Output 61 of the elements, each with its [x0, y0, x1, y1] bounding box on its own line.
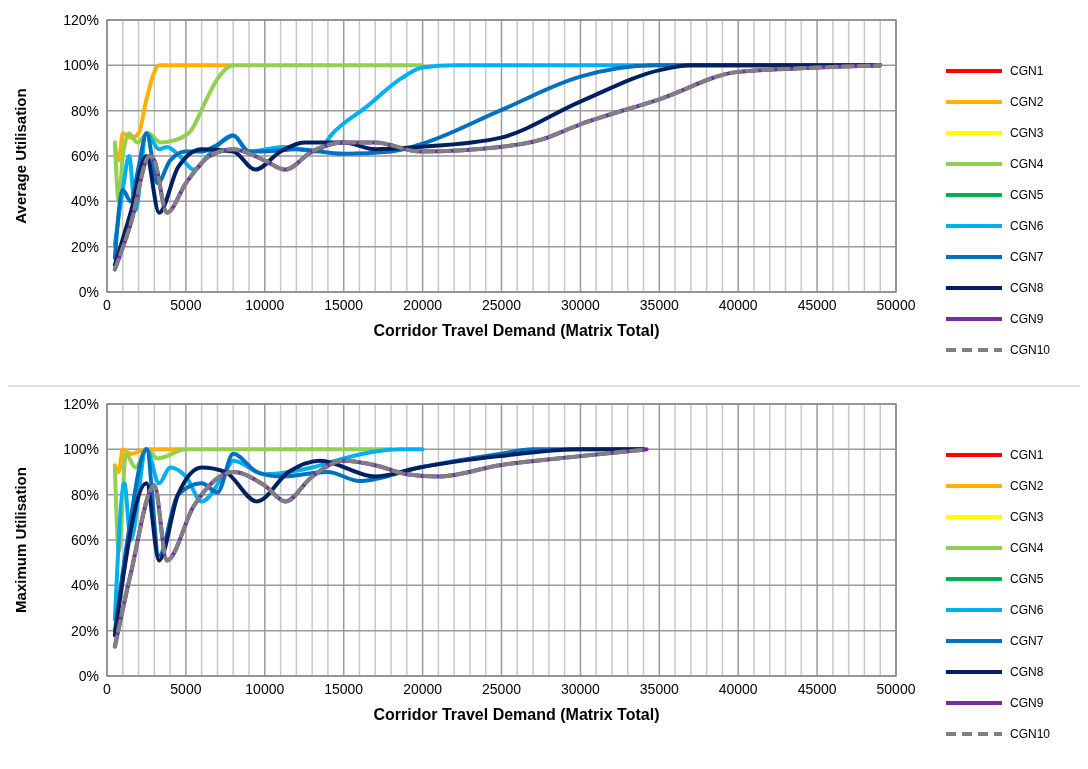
legend-label: CGN3: [1010, 126, 1044, 140]
y-tick-label: 120%: [63, 396, 99, 412]
legend-label: CGN6: [1010, 219, 1044, 233]
y-tick-label: 0%: [78, 668, 99, 684]
legend-label: CGN4: [1010, 157, 1044, 171]
y-tick-label: 80%: [70, 102, 99, 119]
y-tick-label: 100%: [63, 57, 99, 74]
legend-label: CGN7: [1010, 634, 1044, 648]
x-tick-label: 50000: [876, 681, 916, 697]
y-axis-title: Average Utilisation: [12, 88, 29, 224]
x-tick-label: 20000: [403, 297, 443, 313]
line-series: [112, 63, 425, 204]
legend-label: CGN9: [1010, 312, 1044, 326]
legend-label: CGN8: [1010, 281, 1044, 295]
y-tick-label: 100%: [63, 441, 99, 458]
x-tick-label: 35000: [639, 297, 679, 313]
x-tick-label: 0: [103, 297, 112, 313]
x-tick-label: 5000: [170, 297, 202, 313]
x-tick-label: 25000: [482, 681, 522, 697]
x-tick-label: 15000: [324, 297, 364, 313]
x-axis-title: Corridor Travel Demand (Matrix Total): [373, 322, 660, 339]
x-tick-label: 40000: [718, 681, 758, 697]
y-tick-label: 20%: [70, 622, 99, 639]
y-tick-label: 60%: [70, 532, 99, 548]
x-tick-label: 30000: [560, 297, 601, 313]
legend-label: CGN8: [1010, 665, 1044, 679]
legend-label: CGN10: [1010, 727, 1051, 741]
x-tick-label: 45000: [797, 681, 837, 697]
x-axis-title: Corridor Travel Demand (Matrix Total): [373, 706, 660, 723]
y-tick-label: 0%: [78, 284, 99, 300]
x-tick-label: 50000: [876, 297, 916, 313]
y-tick-label: 80%: [70, 486, 99, 503]
x-tick-label: 20000: [403, 681, 443, 697]
legend-label: CGN2: [1010, 95, 1044, 109]
legend-label: CGN1: [1010, 64, 1044, 78]
y-tick-label: 20%: [70, 238, 99, 255]
y-tick-label: 40%: [70, 193, 99, 210]
x-tick-label: 0: [103, 681, 112, 697]
x-tick-label: 40000: [718, 297, 758, 313]
y-tick-label: 60%: [70, 148, 99, 164]
y-tick-label: 120%: [63, 12, 99, 28]
legend-label: CGN6: [1010, 603, 1044, 617]
legend-label: CGN4: [1010, 541, 1044, 555]
x-tick-label: 10000: [245, 681, 285, 697]
legend-label: CGN5: [1010, 188, 1044, 202]
x-tick-label: 25000: [482, 297, 522, 313]
legend-label: CGN7: [1010, 250, 1044, 264]
x-tick-label: 35000: [639, 681, 679, 697]
legend-label: CGN9: [1010, 696, 1044, 710]
x-tick-label: 15000: [324, 681, 364, 697]
legend-label: CGN1: [1010, 448, 1044, 462]
x-tick-label: 45000: [797, 297, 837, 313]
y-tick-label: 40%: [70, 577, 99, 594]
legend-label: CGN10: [1010, 343, 1051, 357]
x-tick-label: 5000: [170, 681, 202, 697]
legend-label: CGN5: [1010, 572, 1044, 586]
legend-label: CGN2: [1010, 479, 1044, 493]
x-tick-label: 30000: [560, 681, 601, 697]
x-tick-label: 10000: [245, 297, 285, 313]
y-axis-title: Maximum Utilisation: [12, 467, 29, 613]
legend-label: CGN3: [1010, 510, 1044, 524]
